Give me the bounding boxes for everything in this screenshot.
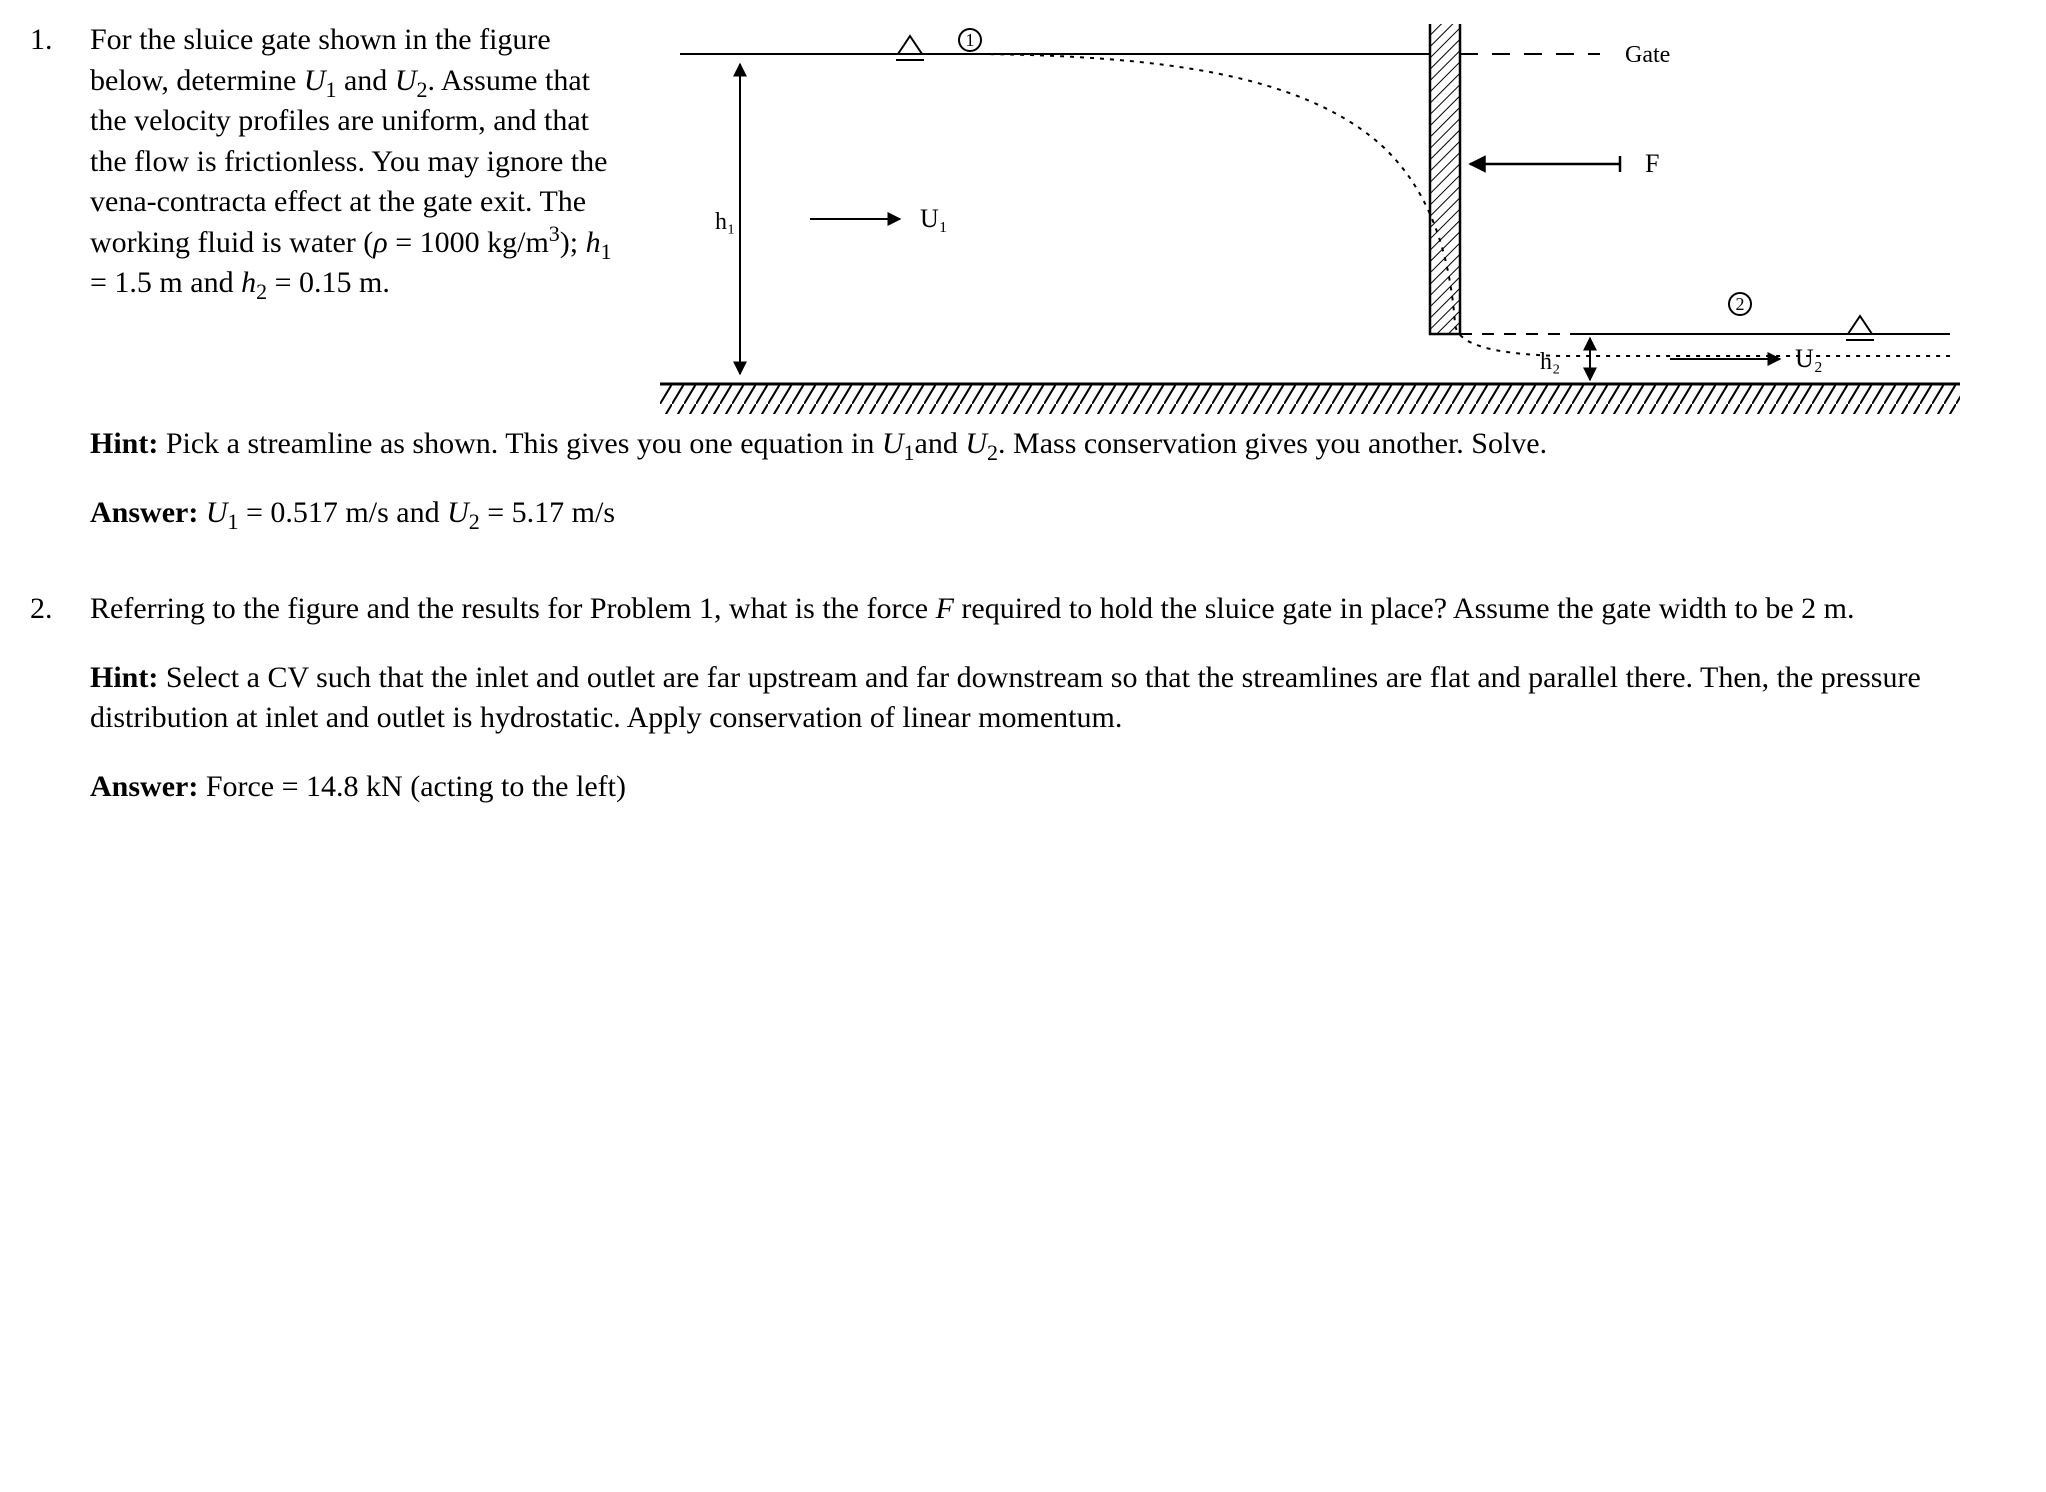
figure-label-f: F [1645,149,1659,178]
figure-label-h1: h₁ [715,209,735,235]
problem-1-number: 1. [30,20,90,61]
problem-1-body: For the sluice gate shown in the figure … [90,20,2016,561]
figure-label-u2: U₂ [1795,344,1823,373]
problem-1-hint: Hint: Pick a streamline as shown. This g… [90,424,2016,465]
figure-label-u1: U₁ [920,204,948,233]
problem-2-answer: Answer: Force = 14.8 kN (acting to the l… [90,767,2016,808]
figure-label-circ2: 2 [1736,294,1745,314]
problem-2-body: Referring to the figure and the results … [90,589,2016,807]
problem-2-number: 2. [30,589,90,630]
problem-1-text: For the sluice gate shown in the figure … [90,20,630,304]
figure-label-gate: Gate [1625,42,1670,68]
figure-label-h2: h₂ [1540,349,1560,375]
sluice-gate-figure: 1 h₁ U₁ Gate F [660,20,2016,424]
figure-label-circ1: 1 [966,30,975,50]
problem-1-answer: Answer: U1 = 0.517 m/s and U2 = 5.17 m/s [90,493,2016,534]
problem-2-hint: Hint: Select a CV such that the inlet an… [90,658,2016,739]
problem-2-text: Referring to the figure and the results … [90,589,2016,630]
problem-1: 1. For the sluice gate shown in the figu… [30,20,2016,561]
problem-2: 2. Referring to the figure and the resul… [30,589,2016,807]
